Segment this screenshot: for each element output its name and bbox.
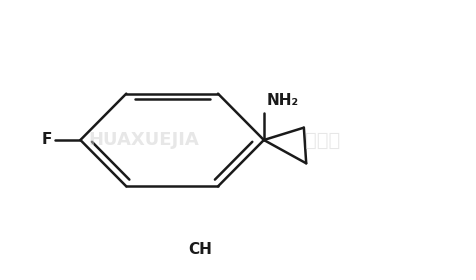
Text: F: F	[42, 132, 52, 148]
Text: HUAXUEJIA: HUAXUEJIA	[89, 131, 199, 149]
Text: CH: CH	[188, 242, 212, 257]
Text: NH₂: NH₂	[266, 94, 298, 108]
Text: 化学加: 化学加	[305, 130, 340, 150]
